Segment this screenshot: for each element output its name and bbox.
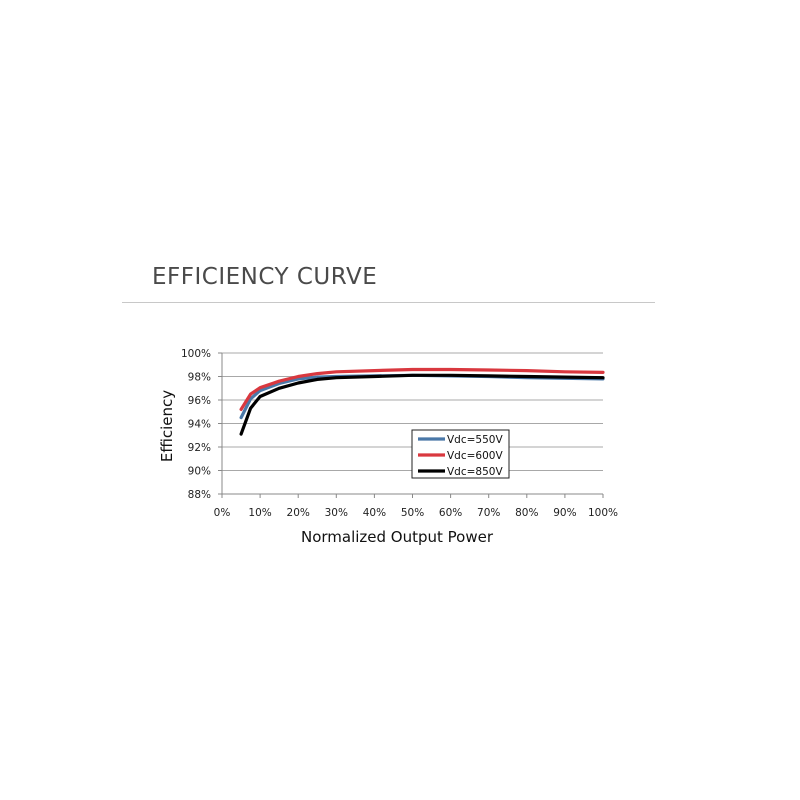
chart-series bbox=[239, 367, 605, 436]
y-tick-label: 96% bbox=[188, 395, 211, 407]
x-tick-label: 0% bbox=[214, 507, 231, 519]
x-tick-label: 60% bbox=[439, 507, 462, 519]
x-tick-label: 100% bbox=[588, 507, 618, 519]
x-tick-label: 50% bbox=[401, 507, 424, 519]
legend-label: Vdc=550V bbox=[447, 434, 503, 446]
x-tick-label: 80% bbox=[515, 507, 538, 519]
section-title: EFFICIENCY CURVE bbox=[152, 264, 378, 290]
y-axis-title: Efficiency bbox=[158, 390, 176, 462]
y-tick-label: 92% bbox=[188, 442, 211, 454]
y-tick-label: 98% bbox=[188, 372, 211, 384]
x-tick-label: 10% bbox=[248, 507, 271, 519]
y-tick-label: 90% bbox=[188, 466, 211, 478]
y-tick-label: 100% bbox=[181, 348, 211, 360]
legend-label: Vdc=850V bbox=[447, 466, 503, 478]
series-line-vdc-850v bbox=[239, 373, 605, 436]
x-axis-ticks: 0% 10% 20% 30% 40% 50% 60% 70% 80% 90% 100% bbox=[214, 494, 618, 519]
series-line-vdc-550v bbox=[239, 373, 605, 420]
series-line-vdc-600v bbox=[239, 367, 605, 411]
chart-legend: Vdc=550V Vdc=600V Vdc=850V bbox=[411, 429, 510, 479]
title-divider bbox=[122, 302, 655, 303]
x-tick-label: 70% bbox=[477, 507, 500, 519]
y-tick-label: 88% bbox=[188, 489, 211, 501]
x-axis-title: Normalized Output Power bbox=[301, 528, 494, 546]
y-axis-ticks: 100% 98% 96% 94% 92% 90% 88% bbox=[181, 348, 222, 501]
x-tick-label: 20% bbox=[287, 507, 310, 519]
x-tick-label: 30% bbox=[325, 507, 348, 519]
x-tick-label: 90% bbox=[553, 507, 576, 519]
x-tick-label: 40% bbox=[363, 507, 386, 519]
legend-label: Vdc=600V bbox=[447, 450, 503, 462]
y-tick-label: 94% bbox=[188, 419, 211, 431]
